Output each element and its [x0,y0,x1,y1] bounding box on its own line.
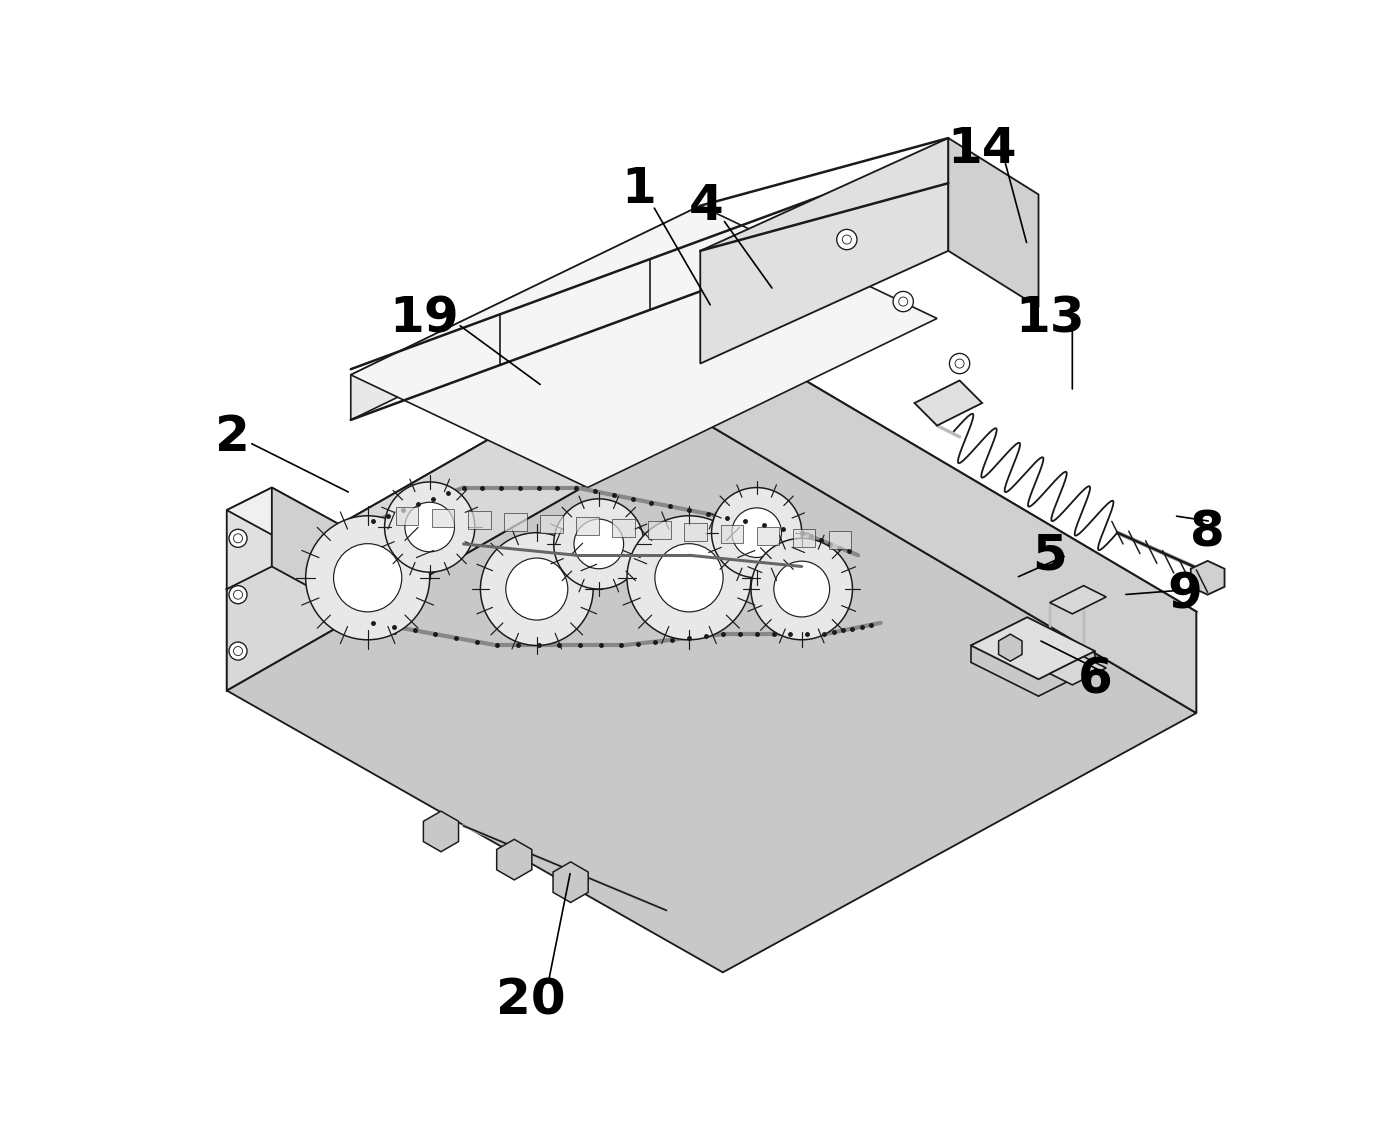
Circle shape [836,229,857,249]
Circle shape [575,519,624,569]
Text: 13: 13 [1016,295,1084,342]
Polygon shape [351,206,937,487]
Circle shape [333,544,402,612]
Polygon shape [227,420,1196,972]
Polygon shape [423,811,459,852]
Text: 8: 8 [1191,509,1225,556]
Polygon shape [700,138,948,364]
Polygon shape [431,509,455,527]
Text: 20: 20 [496,977,566,1024]
Polygon shape [553,862,588,903]
Polygon shape [227,318,700,690]
Polygon shape [469,511,491,529]
Circle shape [229,529,247,547]
Polygon shape [649,521,671,538]
Circle shape [949,353,970,374]
Text: 14: 14 [947,126,1017,173]
Polygon shape [227,487,395,578]
Polygon shape [999,634,1022,662]
Polygon shape [1050,586,1107,614]
Polygon shape [576,517,599,535]
Polygon shape [282,352,1140,849]
Text: 19: 19 [389,295,459,342]
Polygon shape [227,318,1196,883]
Text: 2: 2 [215,412,249,461]
Circle shape [655,544,723,612]
Circle shape [384,482,475,572]
Polygon shape [612,519,635,537]
Circle shape [481,533,593,646]
Polygon shape [948,138,1039,307]
Polygon shape [1191,561,1225,595]
Polygon shape [504,513,526,530]
Circle shape [229,586,247,604]
Polygon shape [540,514,562,533]
Circle shape [554,499,644,589]
Circle shape [774,561,830,617]
Polygon shape [721,525,743,543]
Polygon shape [915,381,983,426]
Circle shape [893,291,914,312]
Circle shape [627,516,751,640]
Text: 1: 1 [621,164,656,213]
Polygon shape [757,527,779,545]
Polygon shape [271,487,395,634]
Text: 4: 4 [689,181,723,230]
Polygon shape [395,506,419,525]
Polygon shape [1050,657,1107,684]
Polygon shape [496,840,532,880]
Circle shape [711,487,802,578]
Circle shape [306,516,430,640]
Polygon shape [351,206,700,420]
Polygon shape [792,529,816,546]
Circle shape [506,559,568,620]
Polygon shape [971,617,1096,680]
Polygon shape [227,487,271,589]
Circle shape [229,642,247,661]
Text: 6: 6 [1078,655,1112,704]
Text: 9: 9 [1167,571,1203,619]
Circle shape [405,502,455,552]
Circle shape [732,508,781,557]
Text: 5: 5 [1032,531,1067,579]
Polygon shape [700,318,1196,713]
Circle shape [751,538,853,640]
Polygon shape [828,530,852,548]
Polygon shape [685,522,707,540]
